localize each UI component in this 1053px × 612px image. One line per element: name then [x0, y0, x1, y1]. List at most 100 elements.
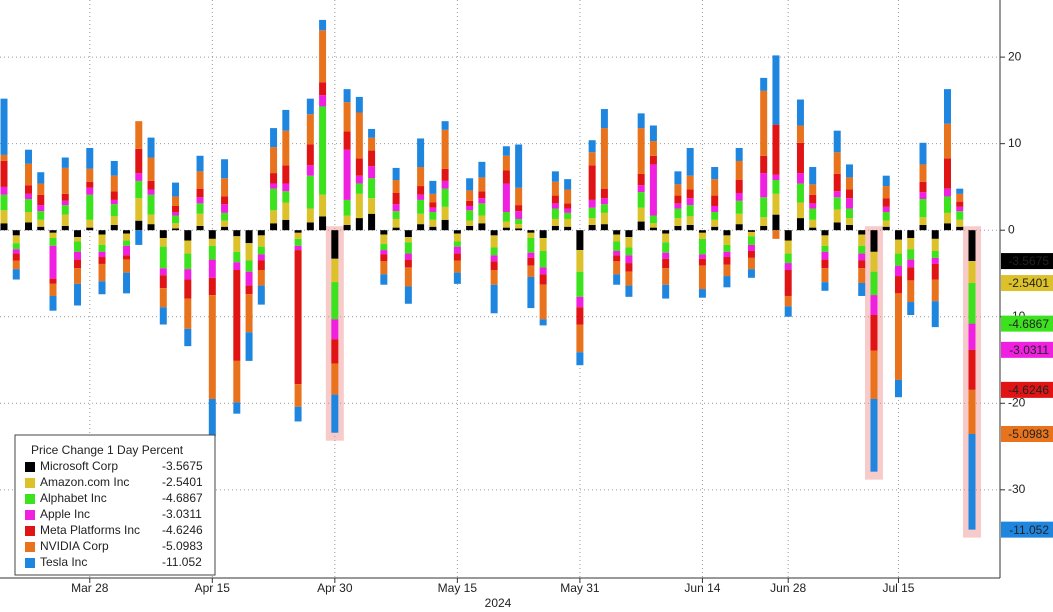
bar-segment: [796, 125, 804, 143]
bar-segment: [956, 193, 964, 202]
bar-segment: [417, 138, 425, 168]
bar-segment: [723, 244, 731, 252]
bar-segment: [674, 195, 682, 204]
bar-segment: [404, 230, 412, 238]
bar-segment: [245, 260, 253, 272]
bar-segment: [576, 324, 584, 353]
bar-segment: [429, 180, 437, 194]
bar-segment: [784, 270, 792, 296]
bar-segment: [380, 244, 388, 251]
bar-segment: [12, 253, 20, 261]
bar-segment: [441, 206, 449, 220]
bar-segment: [392, 180, 400, 193]
bar-segment: [735, 160, 743, 181]
bar-segment: [931, 301, 939, 328]
bar-segment: [61, 225, 69, 231]
x-tick-label: Jun 28: [770, 581, 806, 595]
bar-segment: [907, 230, 915, 238]
bar-segment: [698, 230, 706, 233]
bar-segment: [221, 220, 229, 227]
bar-segment: [184, 253, 192, 270]
bar-segment: [576, 230, 584, 251]
bar-segment: [821, 235, 829, 246]
bar-segment: [74, 268, 82, 284]
bar-segment: [294, 245, 302, 251]
bar-segment: [882, 206, 890, 213]
bar-segment: [588, 218, 596, 226]
bar-segment: [821, 259, 829, 269]
bar-segment: [12, 269, 20, 280]
bar-segment: [319, 194, 327, 217]
bar-segment: [711, 167, 719, 180]
bar-segment: [882, 220, 890, 227]
bar-segment: [956, 201, 964, 207]
bar-segment: [159, 246, 167, 269]
bar-segment: [649, 125, 657, 142]
bar-segment: [649, 164, 657, 216]
bar-segment: [919, 217, 927, 226]
bar-segment: [576, 296, 584, 308]
bar-segment: [25, 222, 33, 231]
bar-segment: [74, 251, 82, 260]
bar-segment: [662, 233, 670, 243]
bar-segment: [956, 206, 964, 212]
x-tick-label: Apr 15: [195, 581, 231, 595]
x-tick-label: May 15: [438, 581, 478, 595]
legend-swatch: [25, 462, 35, 472]
bar-segment: [441, 121, 449, 130]
bar-segment: [404, 242, 412, 254]
bar-segment: [711, 212, 719, 220]
legend-value: -11.052: [162, 555, 202, 569]
bar-segment: [245, 332, 253, 361]
bar-segment: [564, 189, 572, 204]
bar-segment: [368, 150, 376, 167]
legend-title: Price Change 1 Day Percent: [31, 443, 184, 457]
bar-segment: [796, 142, 804, 174]
x-tick-label: Jun 14: [684, 581, 720, 595]
bar-segment: [821, 245, 829, 252]
bar-segment: [821, 251, 829, 260]
bar-segment: [796, 218, 804, 231]
legend-label: Apple Inc: [40, 507, 90, 521]
bar-segment: [907, 259, 915, 268]
bar-segment: [184, 230, 192, 241]
bar-segment: [110, 160, 118, 176]
bar-segment: [25, 163, 33, 186]
bar-segment: [110, 191, 118, 200]
bar-segment: [809, 208, 817, 220]
bar-segment: [796, 202, 804, 219]
legend-label: Tesla Inc: [40, 555, 87, 569]
bar-segment: [441, 129, 449, 169]
bar-segment: [12, 230, 20, 236]
bar-segment: [0, 154, 8, 161]
bar-segment: [600, 198, 608, 205]
bar-segment: [698, 238, 706, 255]
bar-segment: [245, 271, 253, 286]
legend-swatch: [25, 526, 35, 536]
bar-segment: [539, 274, 547, 285]
bar-segment: [208, 245, 216, 260]
bar-segment: [723, 276, 731, 288]
bar-segment: [86, 187, 94, 195]
bar-segment: [784, 263, 792, 271]
bar-segment: [257, 235, 265, 247]
bar-segment: [502, 183, 510, 213]
legend-value: -3.0311: [162, 507, 202, 521]
bar-segment: [147, 224, 155, 231]
bar-segment: [37, 183, 45, 195]
bar-segment: [845, 164, 853, 178]
bar-segment: [184, 240, 192, 254]
bar-segment: [674, 218, 682, 226]
bar-segment: [429, 207, 437, 213]
bar-segment: [760, 225, 768, 231]
bar-segment: [490, 284, 498, 314]
bar-segment: [747, 244, 755, 251]
bar-segment: [723, 230, 731, 236]
bar-segment: [870, 350, 878, 399]
bar-segment: [784, 295, 792, 307]
bar-segment: [943, 212, 951, 224]
bar-segment: [453, 272, 461, 284]
bar-segment: [453, 260, 461, 273]
bar-segment: [674, 184, 682, 196]
